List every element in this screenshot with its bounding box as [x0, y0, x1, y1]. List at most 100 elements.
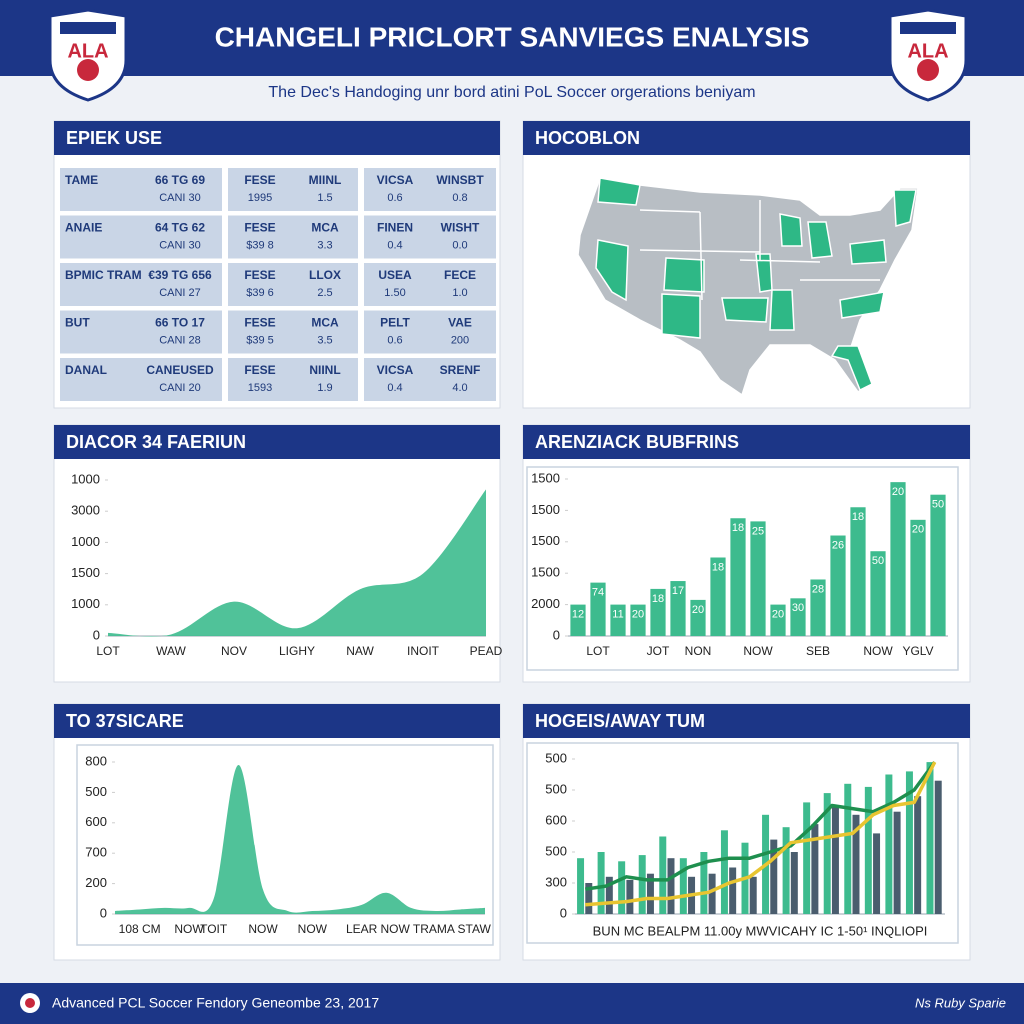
bar — [830, 535, 846, 636]
y-tick-label: 1500 — [531, 470, 560, 485]
map-state — [849, 239, 887, 265]
panel-header — [523, 121, 970, 155]
table-cell-text: 1.0 — [452, 287, 467, 299]
bar — [790, 852, 798, 914]
bar — [926, 762, 934, 914]
map-state — [807, 221, 833, 259]
x-tick-label: NOV — [221, 644, 247, 658]
y-tick-label: 600 — [545, 812, 567, 827]
table-cell-text: MIINL — [309, 173, 342, 187]
map-state — [597, 177, 641, 206]
table-cell-text: $39 6 — [246, 287, 274, 299]
footer-logo-dot — [25, 998, 35, 1008]
bar — [930, 494, 946, 636]
x-tick-label: TOIT — [200, 922, 228, 936]
bar-annotation: 20 — [912, 524, 924, 536]
map-state — [830, 345, 873, 392]
bar-annotation: 74 — [592, 587, 604, 599]
bar — [720, 830, 728, 914]
x-tick-label: NOW — [248, 922, 278, 936]
bar — [730, 518, 746, 636]
table-cell-text: FESE — [244, 316, 275, 330]
table-cell-bg — [60, 358, 222, 401]
table-cell-text: €39 TG 656 — [148, 268, 212, 282]
bar — [823, 793, 831, 914]
panel-title: TO 37SICARE — [66, 711, 184, 731]
table-cell-text: WISHT — [441, 221, 480, 235]
bar — [803, 802, 811, 914]
map-state — [595, 239, 629, 302]
x-tick-label: YGLV — [902, 644, 933, 658]
bar — [626, 879, 634, 914]
table-cell-text: FESE — [244, 173, 275, 187]
bar — [850, 507, 866, 636]
line — [585, 761, 937, 891]
table-cell-text: FESE — [244, 221, 275, 235]
table-cell-text: 1995 — [248, 192, 272, 204]
table-cell-text: 3.3 — [317, 239, 332, 251]
bar — [590, 582, 606, 636]
map-border — [699, 211, 703, 301]
table-cell-text: NIINL — [309, 363, 340, 377]
bar — [710, 557, 726, 636]
y-tick-label: 500 — [85, 784, 107, 799]
map-state — [769, 289, 795, 331]
table-cell-text: FESE — [244, 363, 275, 377]
bar — [831, 805, 839, 914]
bar — [749, 876, 757, 914]
logo-band — [900, 22, 956, 34]
table-row-label: ANAIE — [65, 221, 102, 235]
panel-title: HOCOBLON — [535, 128, 640, 148]
bar — [914, 796, 922, 914]
bar — [577, 858, 585, 914]
map-border — [739, 259, 821, 263]
panel-title: EPIEK USE — [66, 128, 162, 148]
bar — [605, 876, 613, 914]
bar — [910, 519, 926, 636]
bar — [667, 858, 675, 914]
panel-title: HOGEIS/AWAY TUM — [535, 711, 705, 731]
table-cell-text: CANI 30 — [159, 192, 201, 204]
panel — [53, 703, 501, 961]
bar-annotation: 18 — [852, 511, 864, 523]
table-cell-bg — [228, 358, 358, 401]
table-cell-text: CANEUSED — [146, 363, 214, 377]
panel-title: ARENZIACK BUBFRINS — [535, 432, 739, 452]
map-border — [639, 209, 701, 213]
bar-annotation: 20 — [692, 604, 704, 616]
bar-annotation: 18 — [732, 522, 744, 534]
logo-ball — [77, 59, 99, 81]
x-tick-label: LOT — [96, 644, 120, 658]
logo-text: ALA — [67, 40, 108, 62]
x-tick-label: PEAD — [470, 644, 503, 658]
table-cell-text: PELT — [380, 316, 410, 330]
x-tick-label: SEB — [806, 644, 830, 658]
table-row-label: BPMIC TRAM — [65, 268, 142, 282]
table-cell-bg — [364, 310, 496, 354]
table-cell-text: LLOX — [309, 268, 341, 282]
bar — [934, 780, 942, 914]
table-cell-bg — [364, 168, 496, 211]
table-cell-text: 4.0 — [452, 382, 467, 394]
table-cell-text: 0.0 — [452, 239, 467, 251]
y-tick-label: 0 — [100, 905, 107, 920]
bar-annotation: 18 — [652, 593, 664, 605]
bar — [638, 855, 646, 914]
x-tick-label: NOW TRAMA STAW — [380, 922, 491, 936]
y-tick-label: 300 — [545, 874, 567, 889]
map-state — [839, 291, 885, 319]
bar — [770, 604, 786, 636]
table-cell-text: $39 5 — [246, 334, 274, 346]
table-row-label: BUT — [65, 316, 90, 330]
plot-frame — [76, 744, 494, 946]
bar — [790, 598, 806, 636]
bar — [690, 599, 706, 636]
y-tick-label: 1500 — [531, 533, 560, 548]
content: EPIEK USE HOCOBLON DIACOR 34 FAERIUN ARENZI… — [53, 120, 971, 961]
footer-text: Advanced PCL Soccer Fendory Geneombe 23,… — [52, 995, 379, 1011]
bar-annotation: 11 — [612, 609, 623, 621]
table-cell-text: 3.5 — [317, 334, 332, 346]
y-tick-label: 1500 — [531, 502, 560, 517]
table-cell-bg — [228, 310, 358, 354]
bar-annotation: 28 — [812, 583, 824, 595]
